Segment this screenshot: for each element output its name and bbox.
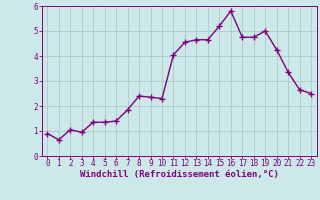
X-axis label: Windchill (Refroidissement éolien,°C): Windchill (Refroidissement éolien,°C) — [80, 170, 279, 179]
